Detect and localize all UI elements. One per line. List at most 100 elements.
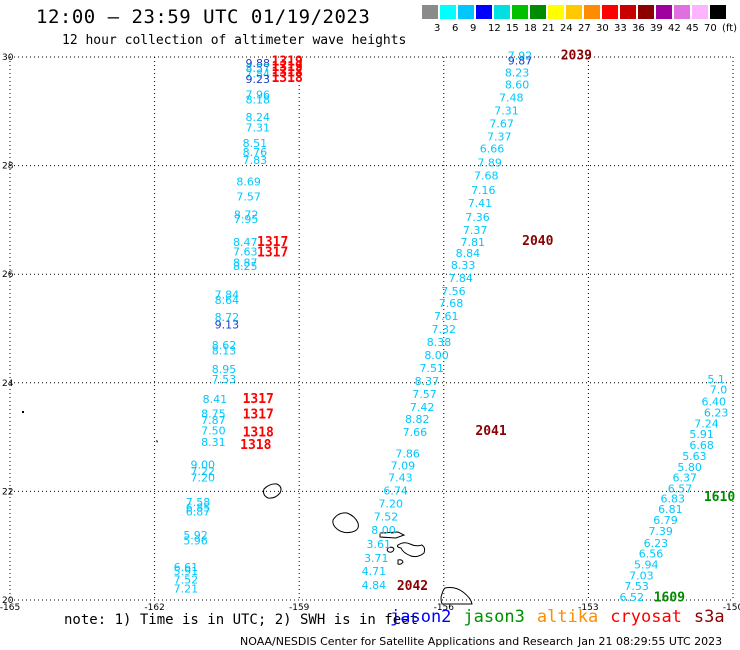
- wave-height-label: 9.23: [245, 73, 270, 86]
- color-scale-label: 15: [506, 23, 519, 34]
- wave-height-label: 8.76: [243, 146, 268, 159]
- wave-height-label: 5.91: [174, 565, 199, 578]
- wave-height-label: 6.23: [644, 537, 669, 550]
- wave-height-label: 7.68: [474, 170, 499, 183]
- satellite-tracks: 9.888.577.849.237.968.188.247.318.518.76…: [174, 49, 736, 606]
- latitude-tick-label: 24: [2, 379, 14, 389]
- wave-height-label: 7.0: [710, 384, 728, 397]
- color-swatch: [422, 5, 438, 19]
- color-swatch: [440, 5, 456, 19]
- pass-time-label: 2042: [397, 579, 428, 594]
- wave-height-label: 7.84: [245, 68, 270, 81]
- wave-height-label: 7.20: [379, 498, 404, 511]
- wave-height-label: 7.92: [508, 50, 533, 63]
- wave-height-label: 6.23: [704, 406, 729, 419]
- wave-height-label: 5.94: [634, 559, 659, 572]
- pass-time-label: 1317: [243, 392, 274, 407]
- wave-height-label: 9.00: [191, 459, 216, 472]
- wave-height-label: 7.63: [233, 246, 258, 259]
- color-scale-label: 42: [668, 23, 681, 34]
- wave-height-label: 8.75: [201, 408, 226, 421]
- color-scale-label: 24: [560, 23, 573, 34]
- wave-height-label: 7.56: [441, 285, 466, 298]
- color-swatch: [494, 5, 510, 19]
- color-scale-label: 45: [686, 23, 699, 34]
- pass-time-label: 1609: [654, 591, 685, 606]
- color-swatch: [566, 5, 582, 19]
- wave-height-label: 8.51: [243, 137, 268, 150]
- color-scale-label: 9: [470, 23, 477, 34]
- generated-timestamp: Jan 21 08:29:55 UTC 2023: [578, 635, 723, 648]
- latitude-tick-label: 22: [2, 487, 13, 497]
- color-scale-label: 36: [632, 23, 645, 34]
- wave-height-label: 8.95: [212, 363, 237, 376]
- wave-height-label: 3.61: [366, 538, 391, 551]
- legend-altika: altika: [536, 607, 599, 627]
- wave-height-label: 4.71: [362, 565, 387, 578]
- color-swatch: [548, 5, 564, 19]
- wave-height-label: 6.68: [689, 439, 714, 452]
- wave-height-label: 8.23: [505, 67, 530, 80]
- wave-height-label: 5.92: [183, 529, 208, 542]
- wave-height-label: 6.61: [174, 561, 199, 574]
- wave-height-label: 8.18: [245, 94, 270, 107]
- color-swatch: [710, 5, 726, 19]
- wave-height-label: 7.53: [212, 373, 237, 386]
- wave-height-label: 7.24: [694, 417, 719, 430]
- wave-height-label: 6.83: [661, 492, 686, 505]
- wave-height-label: 6.87: [186, 505, 211, 518]
- wave-height-label: 8.60: [505, 78, 530, 91]
- wave-height-label: 7.09: [391, 460, 416, 473]
- latitude-tick-label: 30: [2, 53, 14, 63]
- wave-height-label: 8.64: [215, 294, 240, 307]
- wave-height-label: 7.96: [245, 88, 270, 101]
- wave-height-label: 7.84: [448, 272, 473, 285]
- wave-height-label: 7.68: [439, 297, 464, 310]
- wave-height-label: 7.42: [410, 401, 435, 414]
- wave-height-label: 7.58: [186, 496, 211, 509]
- wave-height-label: 8.84: [456, 247, 481, 260]
- color-swatch: [620, 5, 636, 19]
- wave-height-label: 8.00: [371, 524, 396, 537]
- wave-height-label: 7.81: [460, 236, 485, 249]
- color-swatch: [692, 5, 708, 19]
- color-scale-label: 6: [452, 23, 459, 34]
- wave-height-label: 7.32: [432, 323, 457, 336]
- wave-height-label: 7.52: [374, 511, 399, 524]
- longitude-tick-label: -156: [434, 603, 455, 613]
- map-subtitle: 12 hour collection of altimeter wave hei…: [62, 33, 407, 48]
- longitude-tick-label: -150: [723, 603, 740, 613]
- color-scale-label: 21: [542, 23, 555, 34]
- wave-height-label: 9.13: [215, 319, 240, 332]
- wave-height-label: 8.57: [245, 62, 270, 75]
- wave-height-label: 6.85: [186, 501, 211, 514]
- wave-height-label: 7.03: [629, 569, 654, 582]
- latitude-tick-label: 20: [2, 596, 14, 606]
- wave-height-label: 7.86: [395, 448, 420, 461]
- wave-height-label: 7.84: [215, 289, 240, 302]
- wave-height-label: 7.31: [245, 121, 270, 134]
- wave-height-label: 8.25: [233, 260, 258, 273]
- color-swatch: [476, 5, 492, 19]
- wave-height-label: 7.83: [243, 154, 268, 167]
- island-kauai: [263, 483, 282, 499]
- color-scale-label: 33: [614, 23, 627, 34]
- wave-height-label: 8.00: [424, 349, 449, 362]
- wave-height-label: 9.88: [245, 57, 270, 70]
- wave-height-label: 6.79: [653, 514, 678, 527]
- pass-time-label: 1318: [240, 438, 271, 453]
- island-niihau: [156, 440, 158, 443]
- wave-height-label: 8.38: [427, 336, 452, 349]
- wave-height-label: 7.22: [191, 465, 216, 478]
- color-scale-label: 30: [596, 23, 609, 34]
- wave-height-label: 7.21: [174, 582, 199, 595]
- latitude-tick-label: 28: [2, 162, 14, 172]
- color-scale-label: 3: [434, 23, 441, 34]
- wave-height-label: 8.13: [212, 345, 237, 358]
- color-swatch: [584, 5, 600, 19]
- wave-height-label: 7.95: [234, 213, 259, 226]
- color-scale-label: 39: [650, 23, 663, 34]
- pass-time-label: 2039: [561, 49, 592, 64]
- color-scale-label: 18: [524, 23, 537, 34]
- wave-height-label: 8.41: [203, 393, 228, 406]
